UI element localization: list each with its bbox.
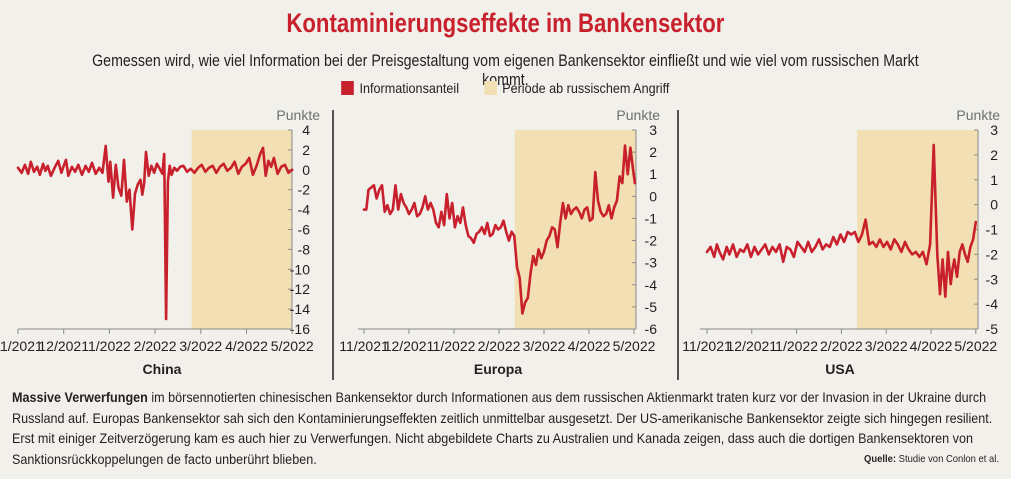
y-tick-label: 0 [649, 188, 657, 204]
y-axis-label: Punkte [616, 107, 660, 123]
x-tick-label: 12/2021 [726, 338, 777, 354]
y-tick-label: -4 [645, 277, 658, 293]
x-tick-label: 11/2021 [682, 338, 732, 354]
y-tick-label: 2 [990, 147, 998, 163]
y-tick-label: -10 [290, 261, 310, 277]
x-tick-label: 3/2022 [865, 338, 908, 354]
y-tick-label: -1 [986, 222, 999, 238]
x-tick-label: 4/2022 [910, 338, 953, 354]
y-tick-label: -6 [645, 321, 658, 337]
x-tick-label: 12/2021 [384, 338, 435, 354]
legend-label-period: Periode ab russischem Angriff [502, 80, 670, 96]
legend-item-period: Periode ab russischem Angriff [484, 80, 669, 96]
caption-lead: Massive Verwerfungen [12, 389, 148, 405]
y-tick-label: 3 [649, 122, 657, 138]
y-tick-label: -2 [298, 182, 311, 198]
y-tick-label: -6 [298, 222, 311, 238]
y-tick-label: 4 [302, 122, 310, 138]
x-tick-label: 4/2022 [225, 338, 268, 354]
shaded-period [514, 130, 636, 329]
y-tick-label: 0 [302, 162, 310, 178]
y-tick-label: -4 [986, 296, 999, 312]
y-tick-label: -5 [645, 299, 658, 315]
y-tick-label: 1 [649, 166, 657, 182]
y-tick-label: 0 [990, 197, 998, 213]
y-tick-label: 2 [302, 142, 310, 158]
x-tick-label: 5/2022 [613, 338, 656, 354]
source-label: Quelle: [863, 453, 897, 465]
source-note: Quelle: Studie von Conlon et al. [864, 453, 999, 465]
x-tick-label: 5/2022 [954, 338, 997, 354]
legend: Informationsanteil Periode ab russischem… [51, 80, 961, 96]
x-tick-label: 3/2022 [179, 338, 222, 354]
y-axis-label: Punkte [956, 107, 1000, 123]
x-tick-label: 2/2022 [134, 338, 177, 354]
chart-usa: 3 2 1 0 -1 -2 -3 -4 -5 Punkte 11/202112/20211/2022… [682, 107, 1000, 377]
x-tick-label: 1/2022 [433, 338, 476, 354]
legend-swatch-line [341, 81, 355, 95]
chart-title: Europa [474, 361, 522, 377]
legend-item-series: Informationsanteil [341, 80, 460, 96]
x-tick-label: 2/2022 [478, 338, 521, 354]
legend-swatch-shade [484, 81, 497, 95]
x-tick-label: 4/2022 [568, 338, 611, 354]
y-tick-label: 2 [649, 144, 657, 160]
y-tick-label: -3 [986, 271, 999, 287]
x-tick-label: 1/2022 [88, 338, 131, 354]
page-title: Kontaminierungseffekte im Bankensektor [286, 8, 725, 38]
y-tick-label: -2 [986, 246, 999, 262]
y-tick-label: 1 [990, 172, 998, 188]
chart-title: USA [825, 361, 855, 377]
y-tick-label: -16 [290, 321, 310, 337]
y-tick-label: -12 [290, 281, 310, 297]
series-line [705, 143, 978, 298]
x-tick-label: 11/2021 [339, 338, 389, 354]
series-line [362, 144, 637, 315]
y-tick-label: -5 [986, 321, 999, 337]
chart-title: China [143, 361, 182, 377]
source-text: Studie von Conlon et al. [896, 453, 999, 465]
y-tick-label: -3 [645, 255, 658, 271]
charts-area: 420-2-4-6-8-10-12-14-16Punkte11/202112/2… [0, 107, 1000, 380]
chart-china: 4 2 0 -2 -4 -6 -8 -10 -12 -14 -16 Punkte 11/202112/2… [0, 107, 320, 377]
x-tick-label: 11/2021 [0, 338, 43, 354]
x-tick-label: 3/2022 [523, 338, 566, 354]
series-line [16, 144, 294, 321]
legend-label-series: Informationsanteil [359, 80, 460, 96]
caption: Massive Verwerfungen im börsennotierten … [12, 387, 993, 469]
y-tick-label: -14 [290, 301, 310, 317]
caption-body: im börsennotierten chinesischen Bankense… [12, 389, 993, 467]
y-tick-label: -8 [298, 241, 311, 257]
y-tick-label: -4 [298, 202, 311, 218]
x-tick-label: 2/2022 [820, 338, 863, 354]
y-tick-label: 3 [990, 122, 998, 138]
y-tick-label: -1 [645, 210, 658, 226]
x-tick-label: 5/2022 [271, 338, 314, 354]
x-tick-label: 1/2022 [775, 338, 818, 354]
y-axis-label: Punkte [276, 107, 320, 123]
y-tick-label: -2 [645, 233, 658, 249]
x-tick-label: 12/2021 [38, 338, 89, 354]
chart-europa: 3 2 1 0 -1 -2 -3 -4 -5 -6 Punkte 11/202112/20211/20… [339, 107, 660, 377]
shaded-period [857, 130, 978, 329]
shaded-period [191, 130, 292, 329]
